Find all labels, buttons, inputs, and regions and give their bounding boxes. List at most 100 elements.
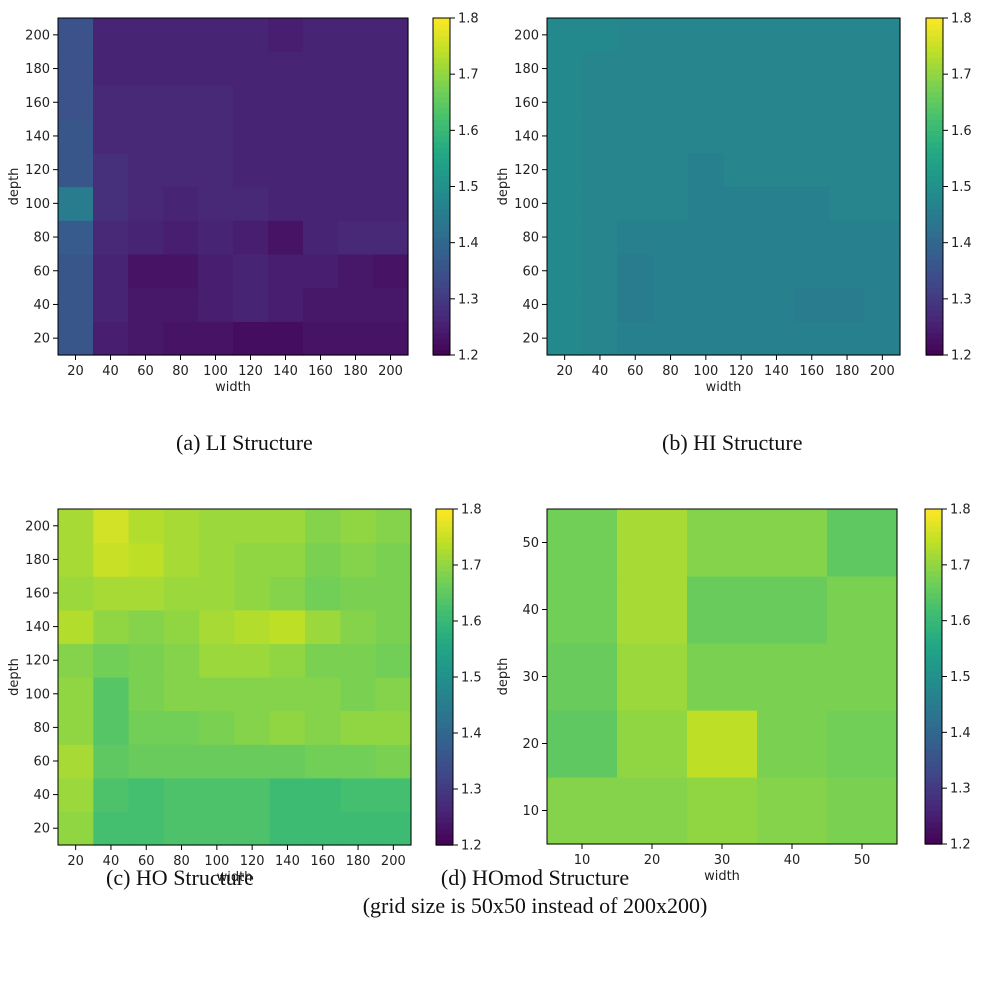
heatmap-cell <box>269 744 306 779</box>
heatmap-cell <box>233 152 269 188</box>
colorbar-segment <box>926 85 943 92</box>
heatmap-cell <box>723 287 760 322</box>
heatmap-cell <box>128 18 164 53</box>
heatmap-panel-ho: 20 40 60 80 100 120 140 160 180 200 20 40 60 80 100 120… <box>7 503 482 886</box>
heatmap-cell <box>58 576 94 611</box>
colorbar-segment <box>436 811 453 818</box>
colorbar-segment <box>925 693 942 700</box>
colorbar-segment <box>436 609 453 617</box>
y-tick-label: 80 <box>522 231 539 246</box>
heatmap-cell <box>93 777 130 812</box>
colorbar-segment <box>436 553 453 561</box>
heatmap-cell <box>687 710 758 778</box>
heatmap-cell <box>233 85 269 120</box>
heatmap-cell <box>93 609 130 644</box>
heatmap-cell <box>827 777 898 845</box>
heatmap-cell <box>198 287 234 322</box>
x-tick-label: 180 <box>835 364 860 379</box>
colorbar-tick-label: 1.2 <box>950 838 971 853</box>
colorbar-segment <box>436 559 453 566</box>
colorbar-segment <box>925 514 942 521</box>
colorbar-segment <box>925 765 942 773</box>
y-axis-label: depth <box>7 658 22 696</box>
colorbar-segment <box>926 214 943 221</box>
heatmap-cell <box>128 710 165 745</box>
heatmap-cell <box>58 744 94 779</box>
heatmap-cell <box>268 253 304 289</box>
heatmap-cell <box>757 643 828 711</box>
heatmap-cell <box>794 220 830 255</box>
heatmap-cell <box>303 152 339 188</box>
heatmap-cell <box>128 643 165 678</box>
colorbar-segment <box>433 96 450 103</box>
heatmap-cell <box>829 119 866 154</box>
heatmap-cell <box>652 119 689 154</box>
colorbar-segment <box>436 833 453 841</box>
plot-frame <box>57 508 412 846</box>
heatmap-cell <box>794 253 830 289</box>
heatmap-cell <box>128 186 164 221</box>
heatmap-cell <box>128 253 164 289</box>
caption-d-line1: (d) HOmod Structure <box>440 865 630 890</box>
y-tick-label: 180 <box>25 553 50 568</box>
colorbar-segment <box>436 721 453 729</box>
colorbar-segment <box>436 789 453 796</box>
heatmap-cell <box>582 321 619 356</box>
heatmap-cell <box>305 509 341 544</box>
colorbar-segment <box>926 147 943 154</box>
colorbar-segment <box>436 581 453 589</box>
x-tick-label: 40 <box>592 364 609 379</box>
colorbar-segment <box>925 838 942 845</box>
heatmap-cell <box>93 542 130 577</box>
heatmap-cell <box>163 119 199 154</box>
heatmap-cell <box>375 710 412 745</box>
heatmap-cell <box>794 321 830 356</box>
heatmap-cell <box>199 710 236 745</box>
colorbar-segment <box>925 553 942 560</box>
heatmap-cell <box>163 186 199 221</box>
colorbar-segment <box>433 107 450 115</box>
colorbar-segment <box>436 660 453 667</box>
y-axis-label: depth <box>496 168 511 206</box>
heatmap-cell <box>373 85 409 120</box>
colorbar-segment <box>925 581 942 588</box>
colorbar-segment <box>926 164 943 171</box>
heatmap-cell <box>688 287 725 322</box>
colorbar-segment <box>926 186 943 193</box>
heatmap-cell <box>373 287 409 322</box>
heatmap-cell <box>582 18 619 53</box>
heatmap-cell <box>688 152 725 188</box>
heatmap-cell <box>234 509 271 544</box>
heatmap-cell <box>373 51 409 86</box>
heatmap-cell <box>163 321 199 356</box>
heatmap-cell <box>375 643 412 678</box>
x-tick-label: 120 <box>729 364 754 379</box>
colorbar-segment <box>433 259 450 266</box>
x-tick-label: 200 <box>381 854 406 869</box>
colorbar-segment <box>925 821 942 828</box>
heatmap-cell <box>829 253 866 289</box>
y-tick-label: 200 <box>514 28 539 43</box>
colorbar-segment <box>926 107 943 115</box>
x-tick-label: 20 <box>644 853 661 868</box>
heatmap-cell <box>163 51 199 86</box>
heatmap-cell <box>93 677 130 712</box>
heatmap-cell <box>864 119 901 154</box>
x-tick-label: 40 <box>103 854 120 869</box>
heatmap-cell <box>93 186 129 221</box>
colorbar-segment <box>926 231 943 238</box>
heatmap-cell <box>58 51 94 86</box>
colorbar-segment <box>926 79 943 87</box>
heatmap-cell <box>582 287 619 322</box>
heatmap-cell <box>652 51 689 86</box>
colorbar-segment <box>926 298 943 306</box>
colorbar-segment <box>926 259 943 266</box>
colorbar-segment <box>433 130 450 137</box>
colorbar-segment <box>436 682 453 689</box>
heatmap-cell <box>234 710 271 745</box>
colorbar-segment <box>926 326 943 334</box>
heatmap-cell <box>163 576 200 611</box>
colorbar-segment <box>433 180 450 188</box>
colorbar-segment <box>925 827 942 834</box>
heatmap-cell <box>198 253 234 289</box>
